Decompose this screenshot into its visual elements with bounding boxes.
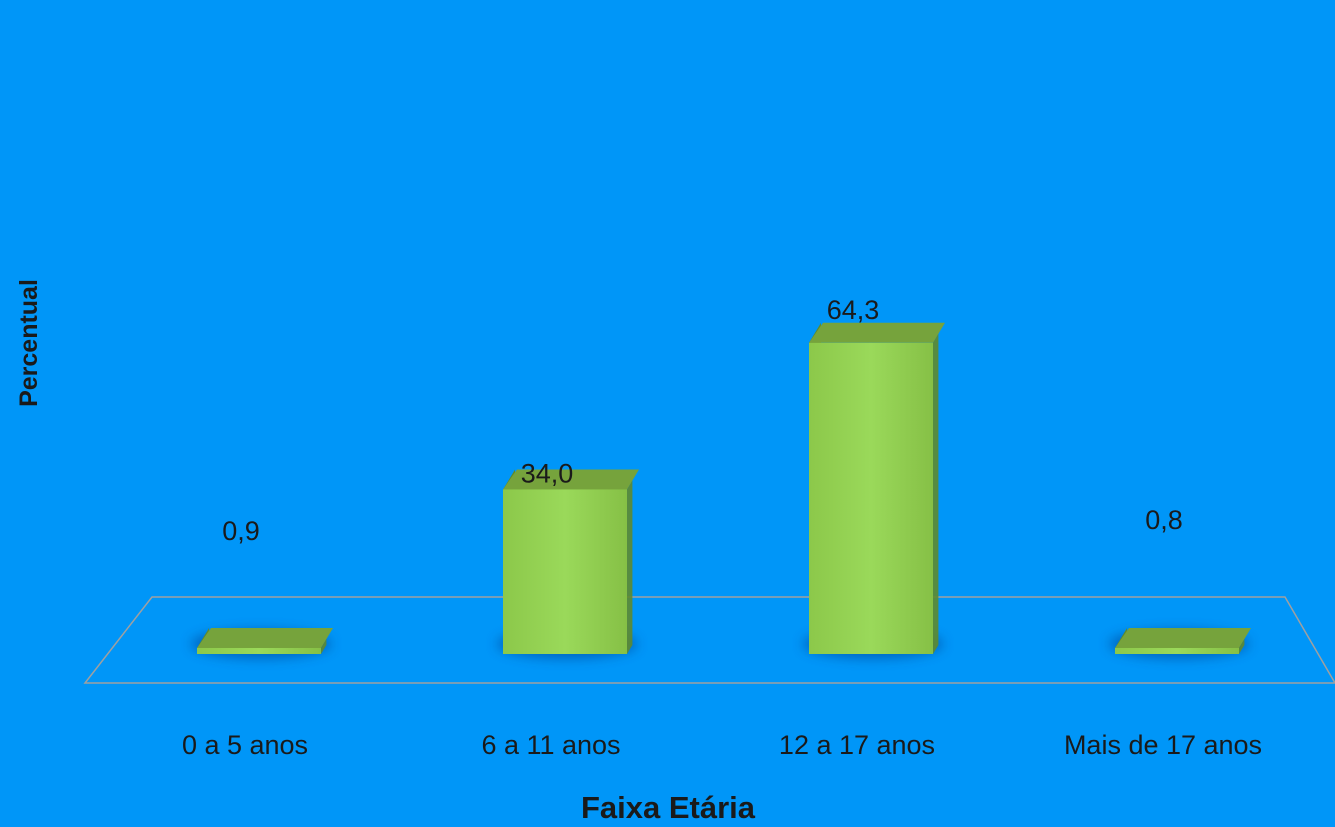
bar-front [1115,648,1239,654]
bar-edge [321,639,327,654]
bar-top [809,322,945,343]
category-label: 12 a 17 anos [779,730,935,760]
bar [1115,628,1251,654]
bar-shadows [191,630,1249,658]
bar-top [197,628,333,648]
bar-top [503,469,639,490]
bar [197,628,333,654]
bar-front [197,648,321,654]
category-labels-group: 0 a 5 anos 6 a 11 anos 12 a 17 anos Mais de… [182,730,1262,760]
bar-edge [1239,639,1245,654]
category-label: 6 a 11 anos [481,730,620,760]
value-label: 34,0 [521,458,574,488]
category-label: 0 a 5 anos [182,730,308,760]
value-label: 0,9 [222,516,260,546]
value-label: 64,3 [827,295,880,325]
bar-edge [933,333,939,654]
value-labels-group: 0,9 34,0 64,3 0,8 [222,295,1183,546]
bar-front [503,489,627,654]
bar [809,322,945,654]
bar [503,469,639,654]
chart-floor [83,596,1335,684]
category-label: Mais de 17 anos [1064,730,1262,760]
bar-front [809,342,933,654]
bars-group [197,322,1251,654]
y-axis-title: Percentual [15,279,43,407]
bar-top [1115,628,1251,648]
bar-edge [627,480,633,654]
x-axis-title: Faixa Etária [581,790,756,825]
value-label: 0,8 [1145,505,1183,535]
